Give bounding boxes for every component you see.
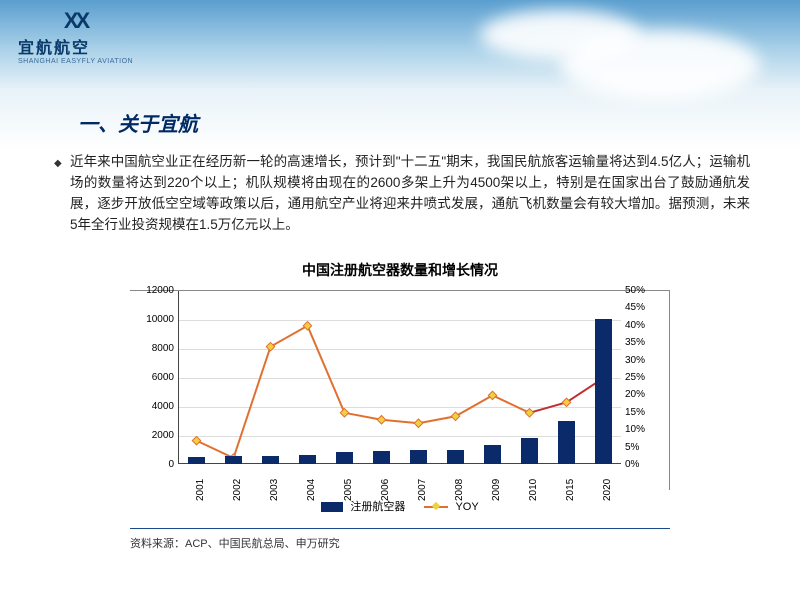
chart-bar xyxy=(447,450,464,465)
chart-legend: 注册航空器 YOY xyxy=(130,498,670,514)
chart-x-label: 2003 xyxy=(269,479,280,501)
company-logo: XX 宜航航空 SHANGHAI EASYFLY AVIATION xyxy=(18,8,133,65)
chart-x-label: 2010 xyxy=(528,479,539,501)
chart-source: 资料来源：ACP、中国民航总局、申万研究 xyxy=(130,535,670,551)
legend-line-label: YOY xyxy=(455,501,478,513)
chart-bar xyxy=(521,438,538,464)
logo-text-cn: 宜航航空 xyxy=(18,34,133,58)
chart-x-label: 2006 xyxy=(380,479,391,501)
chart-plot-area: 0200040006000800010000120000%5%10%15%20%… xyxy=(130,290,670,490)
chart-bar xyxy=(410,450,427,464)
chart-x-label: 2009 xyxy=(491,479,502,501)
chart-bar xyxy=(336,452,353,464)
chart-x-label: 2008 xyxy=(454,479,465,501)
decorative-cloud xyxy=(480,10,640,60)
chart-x-label: 2020 xyxy=(602,479,613,501)
aircraft-chart: 中国注册航空器数量和增长情况 0200040006000800010000120… xyxy=(130,260,670,551)
chart-bar xyxy=(225,456,242,464)
logo-text-en: SHANGHAI EASYFLY AVIATION xyxy=(18,58,133,65)
body-paragraph: 近年来中国航空业正在经历新一轮的高速增长，预计到"十二五"期末，我国民航旅客运输… xyxy=(70,152,750,236)
chart-bar xyxy=(373,451,390,464)
chart-x-label: 2007 xyxy=(417,479,428,501)
section-title: 一、关于宜航 xyxy=(78,108,198,137)
chart-x-label: 2015 xyxy=(565,479,576,501)
chart-bar xyxy=(188,457,205,464)
chart-bar xyxy=(484,445,501,464)
chart-bar xyxy=(558,421,575,465)
bullet-icon: ◆ xyxy=(54,158,62,169)
chart-x-label: 2001 xyxy=(195,479,206,501)
chart-x-label: 2002 xyxy=(232,479,243,501)
logo-icon: XX xyxy=(18,8,133,34)
chart-bar xyxy=(595,319,612,464)
chart-x-label: 2005 xyxy=(343,479,354,501)
chart-footer-rule xyxy=(130,528,670,529)
chart-bar xyxy=(262,456,279,464)
legend-bar-swatch xyxy=(321,502,343,512)
chart-bar xyxy=(299,455,316,464)
chart-x-label: 2004 xyxy=(306,479,317,501)
legend-bar-label: 注册航空器 xyxy=(350,501,405,513)
chart-title: 中国注册航空器数量和增长情况 xyxy=(130,260,670,280)
